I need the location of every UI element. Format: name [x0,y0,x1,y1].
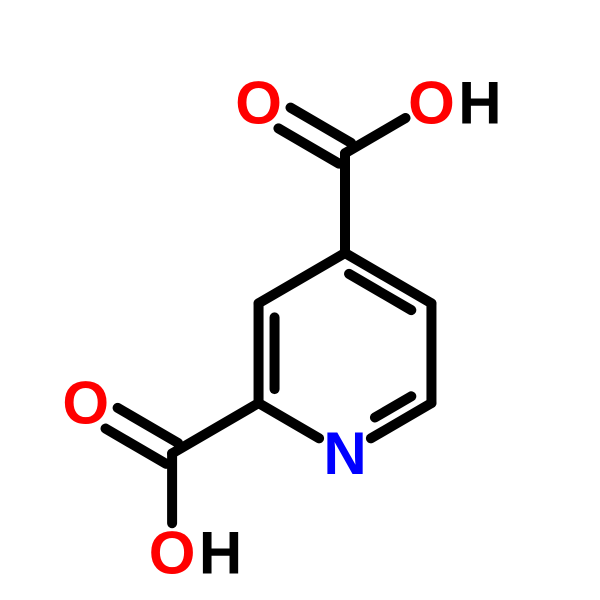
h-atom-label: H [199,520,242,587]
h-atom-label: H [458,69,501,136]
o-atom-label: O [62,370,109,437]
bond [345,118,406,153]
n-atom-label: N [323,420,366,487]
o-atom-label: O [149,520,196,587]
bond [172,403,258,453]
bond [259,403,320,438]
bond [259,253,345,303]
o-atom-label: O [408,69,455,136]
bond [371,403,432,438]
chemical-structure-diagram: NOOHOOH [0,0,600,600]
bond [349,274,411,310]
o-atom-label: O [235,69,282,136]
